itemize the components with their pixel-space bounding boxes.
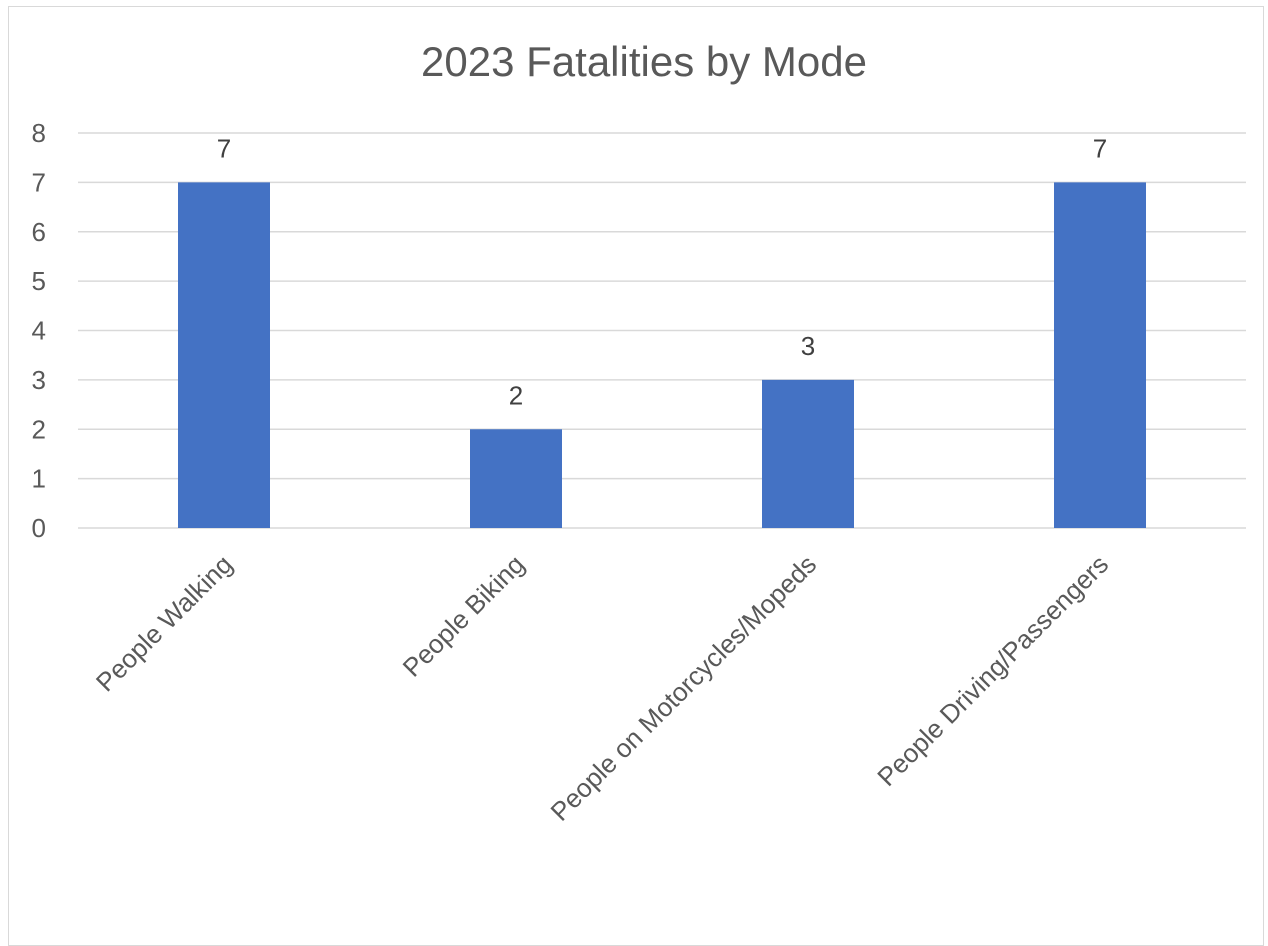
bar [470,429,562,528]
x-category-label: People on Motorcycles/Mopeds [545,549,823,827]
y-tick-label: 3 [32,365,46,395]
data-label: 3 [801,331,815,361]
bar [1054,182,1146,528]
x-category-label: People Driving/Passengers [871,549,1114,792]
y-axis-tick-labels: 0 1 2 3 4 5 6 7 8 [32,118,46,543]
y-tick-label: 5 [32,266,46,296]
data-label: 7 [217,133,231,163]
chart-title: 2023 Fatalities by Mode [421,38,867,85]
x-category-label: People Walking [90,549,238,697]
data-label: 7 [1093,133,1107,163]
y-tick-label: 6 [32,217,46,247]
x-category-label: People Biking [397,549,531,683]
x-axis-category-labels: People Walking People Biking People on Mot… [90,549,1114,827]
y-tick-label: 8 [32,118,46,148]
y-tick-label: 0 [32,513,46,543]
y-tick-label: 1 [32,464,46,494]
bars [178,182,1146,528]
bar [178,182,270,528]
bar [762,380,854,528]
y-tick-label: 2 [32,414,46,444]
y-tick-label: 4 [32,316,46,346]
y-tick-label: 7 [32,167,46,197]
data-label: 2 [509,380,523,410]
data-labels: 7 2 3 7 [217,133,1107,410]
